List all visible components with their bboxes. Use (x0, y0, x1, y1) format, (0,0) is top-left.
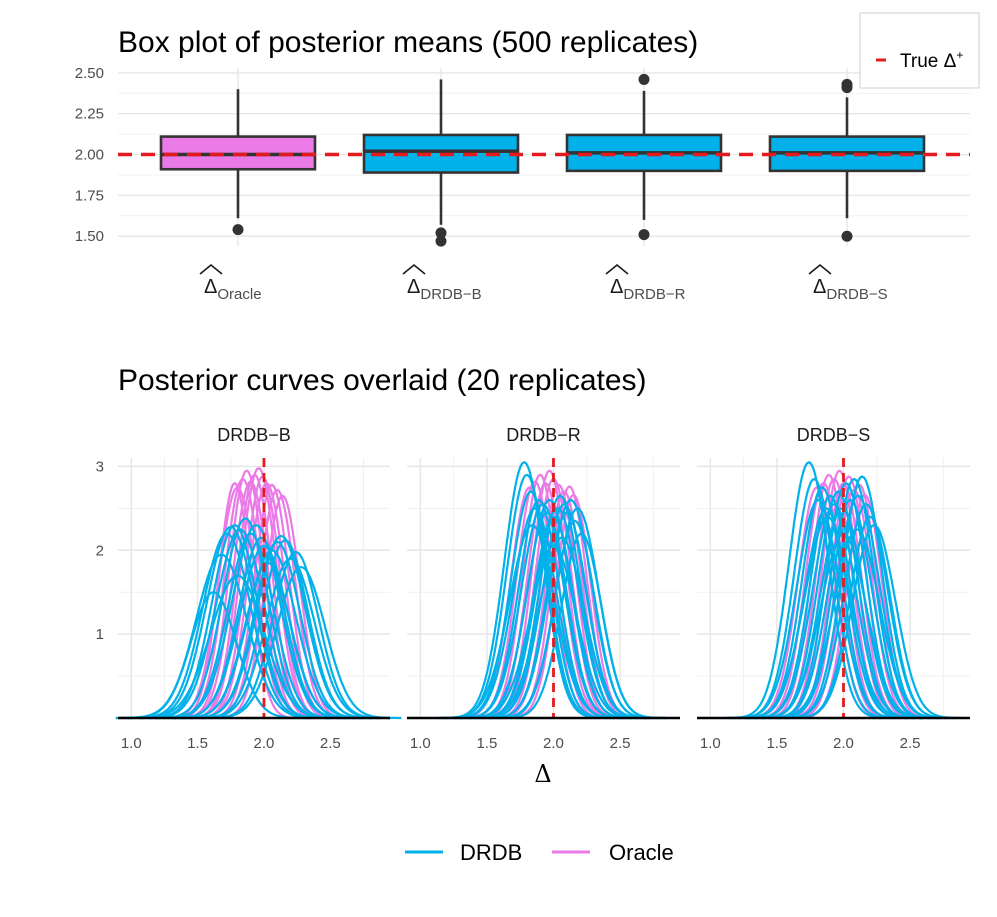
outlier-point (435, 227, 447, 239)
curves-title: Posterior curves overlaid (20 replicates… (118, 364, 647, 397)
drdb-curve (200, 565, 402, 720)
x-tick-label: 1.0 (121, 735, 142, 752)
y-tick-label: 2.25 (75, 106, 104, 123)
boxplot-x-axis: ΔOracle ΔDRDB−B ΔDRDB−R ΔDRDB−S (199, 263, 888, 303)
outlier-point (841, 82, 853, 94)
drdb-curve (126, 532, 328, 720)
x-tick-symbol: Δ (204, 276, 217, 298)
drdb-curve (466, 536, 657, 720)
reference-legend-box (859, 12, 980, 89)
hat-accent (199, 263, 223, 275)
legend-label-drdb: DRDB (460, 840, 522, 865)
x-tick-symbol: Δ (813, 276, 826, 298)
boxplot-y-axis: 2.50 2.25 2.00 1.75 1.50 (75, 65, 104, 245)
x-tick-label: ΔDRDB−S (813, 276, 888, 303)
x-tick-subscript: DRDB−B (420, 286, 481, 303)
x-tick-symbol: Δ (610, 276, 623, 298)
drdb-curve (784, 524, 964, 720)
box-drdbs (768, 78, 926, 242)
x-tick-label: 1.0 (700, 735, 721, 752)
x-tick-label: 2.0 (543, 735, 564, 752)
y-tick-label: 3 (96, 458, 104, 475)
y-tick-label: 1.50 (75, 228, 104, 245)
y-tick-label: 1.75 (75, 187, 104, 204)
curves-y-axis: 1 2 3 (96, 458, 104, 643)
outlier-point (435, 235, 447, 247)
drdb-curve (440, 461, 609, 720)
x-tick-subscript: DRDB−R (623, 286, 685, 303)
hat-accent (402, 263, 426, 275)
x-tick-label: 2.5 (900, 735, 921, 752)
y-tick-label: 2.50 (75, 65, 104, 82)
curves-panel: Posterior curves overlaid (20 replicates… (96, 364, 970, 788)
boxplot-boxes (159, 73, 926, 247)
y-tick-label: 2 (96, 542, 104, 559)
x-tick-label: 1.5 (476, 735, 497, 752)
x-tick-subscript: DRDB−S (826, 286, 887, 303)
facet-strip-label: DRDB−R (506, 425, 581, 445)
drdb-curve (437, 524, 628, 720)
box-drdbr (565, 73, 723, 241)
x-tick-label: ΔDRDB−R (610, 276, 686, 303)
outlier-point (638, 73, 650, 85)
x-tick-label: 1.5 (187, 735, 208, 752)
facet-panel: DRDB−R 1.0 1.5 2.0 2.5 (407, 425, 680, 752)
facet-strip-label: DRDB−S (797, 425, 871, 445)
curves-x-axis-title: Δ (534, 760, 551, 788)
drdb-curve (761, 528, 952, 720)
series-legend: DRDB Oracle (405, 840, 674, 865)
reference-legend: True Δ+ (859, 12, 980, 89)
outlier-point (638, 229, 650, 241)
x-tick-label: ΔOracle (204, 276, 262, 303)
x-tick-label: 2.0 (254, 735, 275, 752)
y-tick-label: 1 (96, 626, 104, 643)
box-drdbb (362, 79, 520, 247)
reference-legend-text: True Δ (900, 51, 957, 72)
x-tick-label: 1.0 (410, 735, 431, 752)
hat-accent (605, 263, 629, 275)
outlier-point (232, 224, 244, 236)
x-tick-label: 2.5 (320, 735, 341, 752)
drdb-curve (732, 515, 923, 720)
reference-legend-sup: + (956, 48, 963, 62)
box-oracle (159, 89, 317, 236)
boxplot-title: Box plot of posterior means (500 replica… (118, 26, 698, 59)
facet-strip-label: DRDB−B (217, 425, 291, 445)
x-tick-label: ΔDRDB−B (407, 276, 482, 303)
drdb-curve (724, 461, 893, 720)
drdb-curve (497, 532, 666, 720)
boxplot-panel: Box plot of posterior means (500 replica… (75, 26, 970, 303)
legend-label-oracle: Oracle (609, 840, 674, 865)
y-tick-label: 2.00 (75, 147, 104, 164)
hat-accent (808, 263, 832, 275)
facet-panel: DRDB−B 1.0 1.5 2.0 2.5 (115, 425, 402, 752)
x-tick-symbol: Δ (407, 276, 420, 298)
facet-panel: DRDB−S 1.0 1.5 2.0 2.5 (697, 425, 970, 752)
x-tick-label: 2.0 (833, 735, 854, 752)
x-tick-subscript: Oracle (217, 286, 261, 303)
x-tick-label: 1.5 (766, 735, 787, 752)
drdb-curve (126, 574, 349, 720)
outlier-point (841, 230, 853, 242)
reference-legend-label: True Δ+ (900, 48, 963, 72)
x-tick-label: 2.5 (610, 735, 631, 752)
